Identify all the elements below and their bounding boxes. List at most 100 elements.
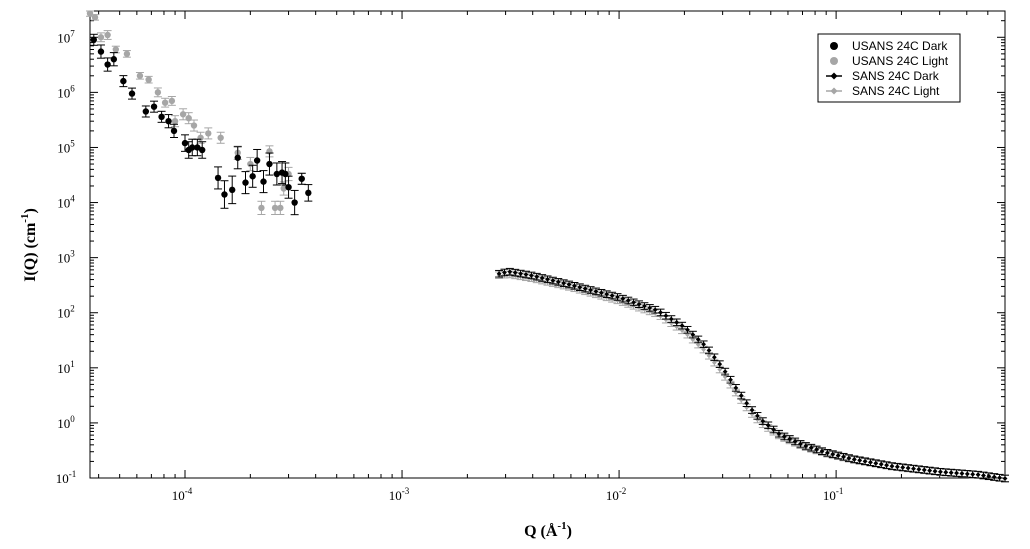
data-point — [803, 443, 809, 449]
x-tick-label: 10-4 — [172, 486, 193, 503]
data-point — [604, 291, 610, 297]
data-point — [830, 42, 838, 50]
data-point — [733, 385, 739, 391]
data-point — [749, 411, 755, 417]
legend-label: SANS 24C Light — [852, 84, 940, 98]
data-point — [229, 186, 236, 194]
data-point — [706, 348, 712, 353]
series-1 — [89, 33, 313, 216]
axis-ticks — [90, 10, 1005, 479]
data-point — [765, 422, 771, 428]
data-point — [744, 400, 750, 406]
data-point — [927, 468, 933, 473]
y-tick-label: 100 — [57, 414, 75, 431]
data-point — [593, 288, 599, 294]
data-point — [964, 471, 970, 477]
data-point — [738, 393, 744, 398]
data-point — [97, 34, 105, 41]
y-tick-label: 106 — [57, 83, 75, 100]
data-point — [873, 460, 879, 466]
data-point — [258, 204, 265, 212]
x-tick-label: 10-1 — [823, 486, 844, 503]
data-point — [997, 475, 1003, 481]
data-point — [555, 279, 561, 285]
data-point — [277, 204, 284, 212]
y-tick-label: 10-1 — [56, 469, 77, 486]
data-point — [598, 290, 604, 296]
data-point — [701, 341, 707, 347]
data-point — [615, 294, 620, 300]
data-point — [150, 103, 158, 110]
data-point — [545, 276, 550, 282]
data-point — [668, 316, 674, 322]
y-tick-label: 105 — [57, 138, 75, 155]
data-point — [749, 407, 755, 413]
data-point — [938, 469, 943, 475]
data-point — [518, 271, 524, 276]
x-tick-label: 10-2 — [606, 486, 627, 503]
data-point — [539, 275, 545, 281]
data-point — [168, 97, 176, 105]
data-point — [830, 72, 838, 80]
y-tick-label: 103 — [57, 249, 75, 266]
data-point — [905, 465, 911, 471]
data-point — [249, 173, 256, 180]
data-point — [981, 473, 986, 478]
data-point — [305, 189, 312, 197]
data-point — [282, 170, 289, 178]
data-point — [280, 185, 287, 192]
data-point — [975, 472, 981, 478]
series-3 — [495, 267, 1009, 483]
data-point — [110, 56, 118, 63]
data-point — [711, 360, 717, 366]
legend-label: SANS 24C Dark — [852, 69, 940, 83]
data-point — [798, 441, 803, 447]
data-point — [502, 270, 507, 275]
data-point — [242, 179, 249, 186]
data-point — [197, 134, 204, 141]
data-point — [755, 413, 760, 419]
series-2 — [86, 10, 306, 216]
data-point — [158, 113, 165, 121]
data-point — [534, 274, 540, 280]
data-point — [690, 332, 696, 337]
data-point — [588, 287, 593, 293]
data-point — [90, 36, 97, 44]
data-point — [970, 471, 976, 477]
x-axis-title: Q (Å-1) — [524, 520, 572, 540]
data-point — [862, 458, 868, 464]
data-point — [104, 61, 111, 68]
data-point — [894, 464, 900, 470]
data-point — [171, 117, 179, 125]
data-point — [830, 451, 836, 457]
legend-item: USANS 24C Light — [830, 54, 949, 68]
data-point — [663, 317, 669, 323]
data-point — [943, 469, 949, 475]
series-layer — [86, 10, 1009, 483]
data-point — [851, 456, 857, 462]
x-tick-label: 10-3 — [389, 486, 410, 503]
y-tick-label: 101 — [57, 359, 75, 376]
data-point — [884, 462, 889, 468]
data-point — [728, 377, 733, 383]
data-point — [841, 454, 846, 460]
data-point — [550, 278, 556, 283]
data-point — [717, 361, 723, 367]
data-point — [776, 431, 782, 437]
data-point — [253, 157, 261, 164]
data-point — [123, 50, 131, 58]
data-point — [991, 474, 997, 480]
data-point — [658, 310, 663, 315]
data-point — [900, 464, 906, 470]
data-point — [154, 89, 162, 96]
data-point — [846, 455, 852, 461]
data-point — [271, 204, 279, 212]
data-point — [685, 327, 690, 333]
data-point — [717, 367, 723, 372]
data-point — [97, 48, 105, 55]
data-point — [814, 447, 820, 452]
data-point — [128, 90, 136, 97]
data-point — [91, 14, 99, 21]
